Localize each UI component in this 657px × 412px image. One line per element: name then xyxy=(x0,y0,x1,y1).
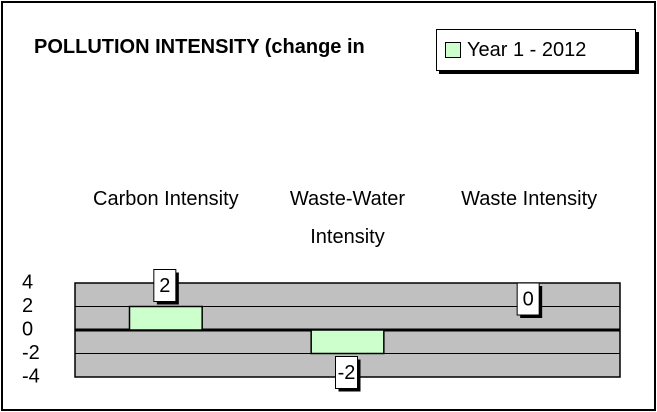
y-tick-label: 0 xyxy=(22,318,33,340)
bar xyxy=(128,305,203,331)
data-label: 0 xyxy=(523,288,534,310)
data-label-box xyxy=(516,282,540,316)
y-tick-label: -2 xyxy=(22,342,40,364)
x-tick-label: Waste Intensity xyxy=(461,188,598,210)
data-label-box xyxy=(153,269,177,302)
y-tick-label: -4 xyxy=(22,365,40,387)
chart-title: POLLUTION INTENSITY (change in xyxy=(34,36,365,58)
data-label: 2 xyxy=(159,275,170,297)
legend: Year 1 - 2012 xyxy=(436,29,636,71)
data-label-box xyxy=(335,356,358,389)
legend-label: Year 1 - 2012 xyxy=(467,38,587,61)
y-tick-label: 4 xyxy=(22,271,33,293)
x-tick-label: Waste-Water Intensity xyxy=(289,188,406,248)
bar xyxy=(310,329,385,355)
x-tick-label: Carbon Intensity xyxy=(93,188,239,210)
data-label: -2 xyxy=(338,362,356,384)
legend-swatch xyxy=(445,42,461,58)
y-tick-label: 2 xyxy=(22,295,33,317)
